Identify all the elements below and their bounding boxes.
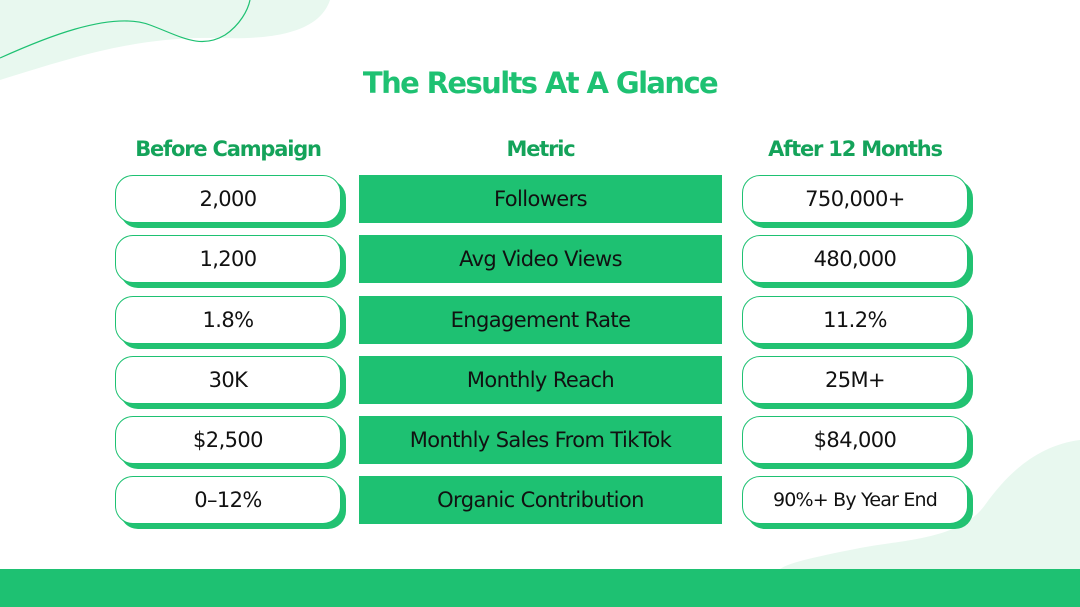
- after-12-months-header: After 12 Months: [768, 137, 943, 161]
- top-left-blob: [0, 0, 330, 80]
- metric-label-followers: Followers: [359, 175, 722, 223]
- page-title: The Results At A Glance: [362, 66, 719, 100]
- after-value-followers: 750,000+: [742, 175, 968, 223]
- after-value-engagement-rate: 11.2%: [742, 296, 968, 344]
- after-value-monthly-sales: $84,000: [742, 416, 968, 464]
- before-value-organic-contribution: 0–12%: [115, 476, 341, 524]
- metric-label-avg-video-views: Avg Video Views: [359, 235, 722, 283]
- before-value-avg-video-views: 1,200: [115, 235, 341, 283]
- after-value-monthly-reach: 25M+: [742, 356, 968, 404]
- bottom-right-blob: [780, 440, 1080, 569]
- metric-label-monthly-sales: Monthly Sales From TikTok: [359, 416, 722, 464]
- metric-header: Metric: [506, 137, 576, 161]
- before-value-monthly-sales: $2,500: [115, 416, 341, 464]
- before-campaign-header: Before Campaign: [135, 137, 322, 161]
- before-value-followers: 2,000: [115, 175, 341, 223]
- after-value-avg-video-views: 480,000: [742, 235, 968, 283]
- after-value-organic-contribution: 90%+ By Year End: [742, 476, 968, 524]
- metric-label-monthly-reach: Monthly Reach: [359, 356, 722, 404]
- before-value-engagement-rate: 1.8%: [115, 296, 341, 344]
- bottom-accent-bar: [0, 569, 1080, 607]
- metric-label-organic-contribution: Organic Contribution: [359, 476, 722, 524]
- metric-label-engagement-rate: Engagement Rate: [359, 296, 722, 344]
- before-value-monthly-reach: 30K: [115, 356, 341, 404]
- top-left-swirl: [0, 0, 251, 59]
